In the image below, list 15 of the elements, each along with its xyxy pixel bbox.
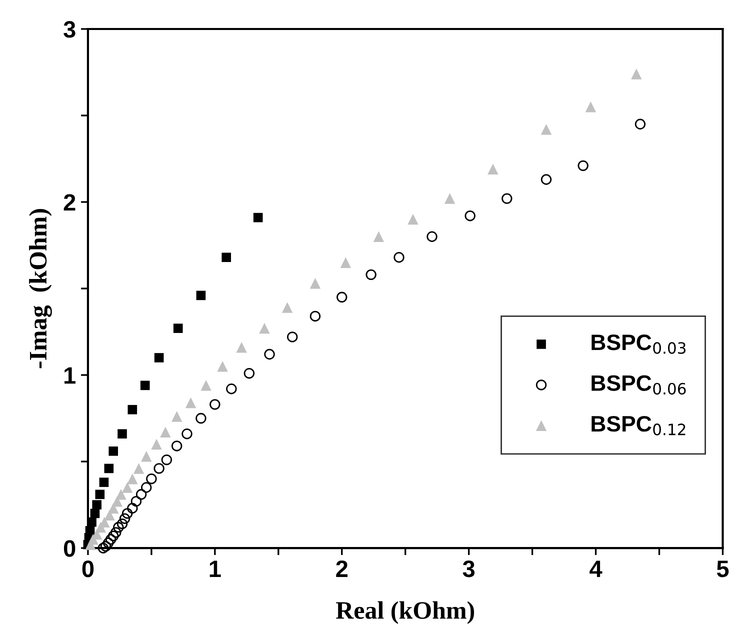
y-axis-title: -Imag (kOhm) [29,209,52,368]
legend-label: BSPC$_{0.03}$ [592,334,686,354]
y-tick-label: 0 [64,540,76,557]
legend-label: BSPC$_{0.12}$ [592,416,686,436]
y-tick-label: 2 [64,194,76,211]
x-axis-title: Real (kOhm) [336,601,474,624]
x-tick-label: 1 [210,560,221,577]
y-tick-label: 3 [64,21,76,38]
x-tick-label: 2 [336,560,348,577]
x-tick-label: 4 [590,560,602,577]
x-tick-label: 0 [82,560,94,578]
x-tick-label: 3 [462,560,475,578]
y-tick-label: 1 [64,367,76,384]
legend-label: BSPC$_{0.06}$ [592,375,686,395]
x-tick-label: 5 [716,560,729,578]
